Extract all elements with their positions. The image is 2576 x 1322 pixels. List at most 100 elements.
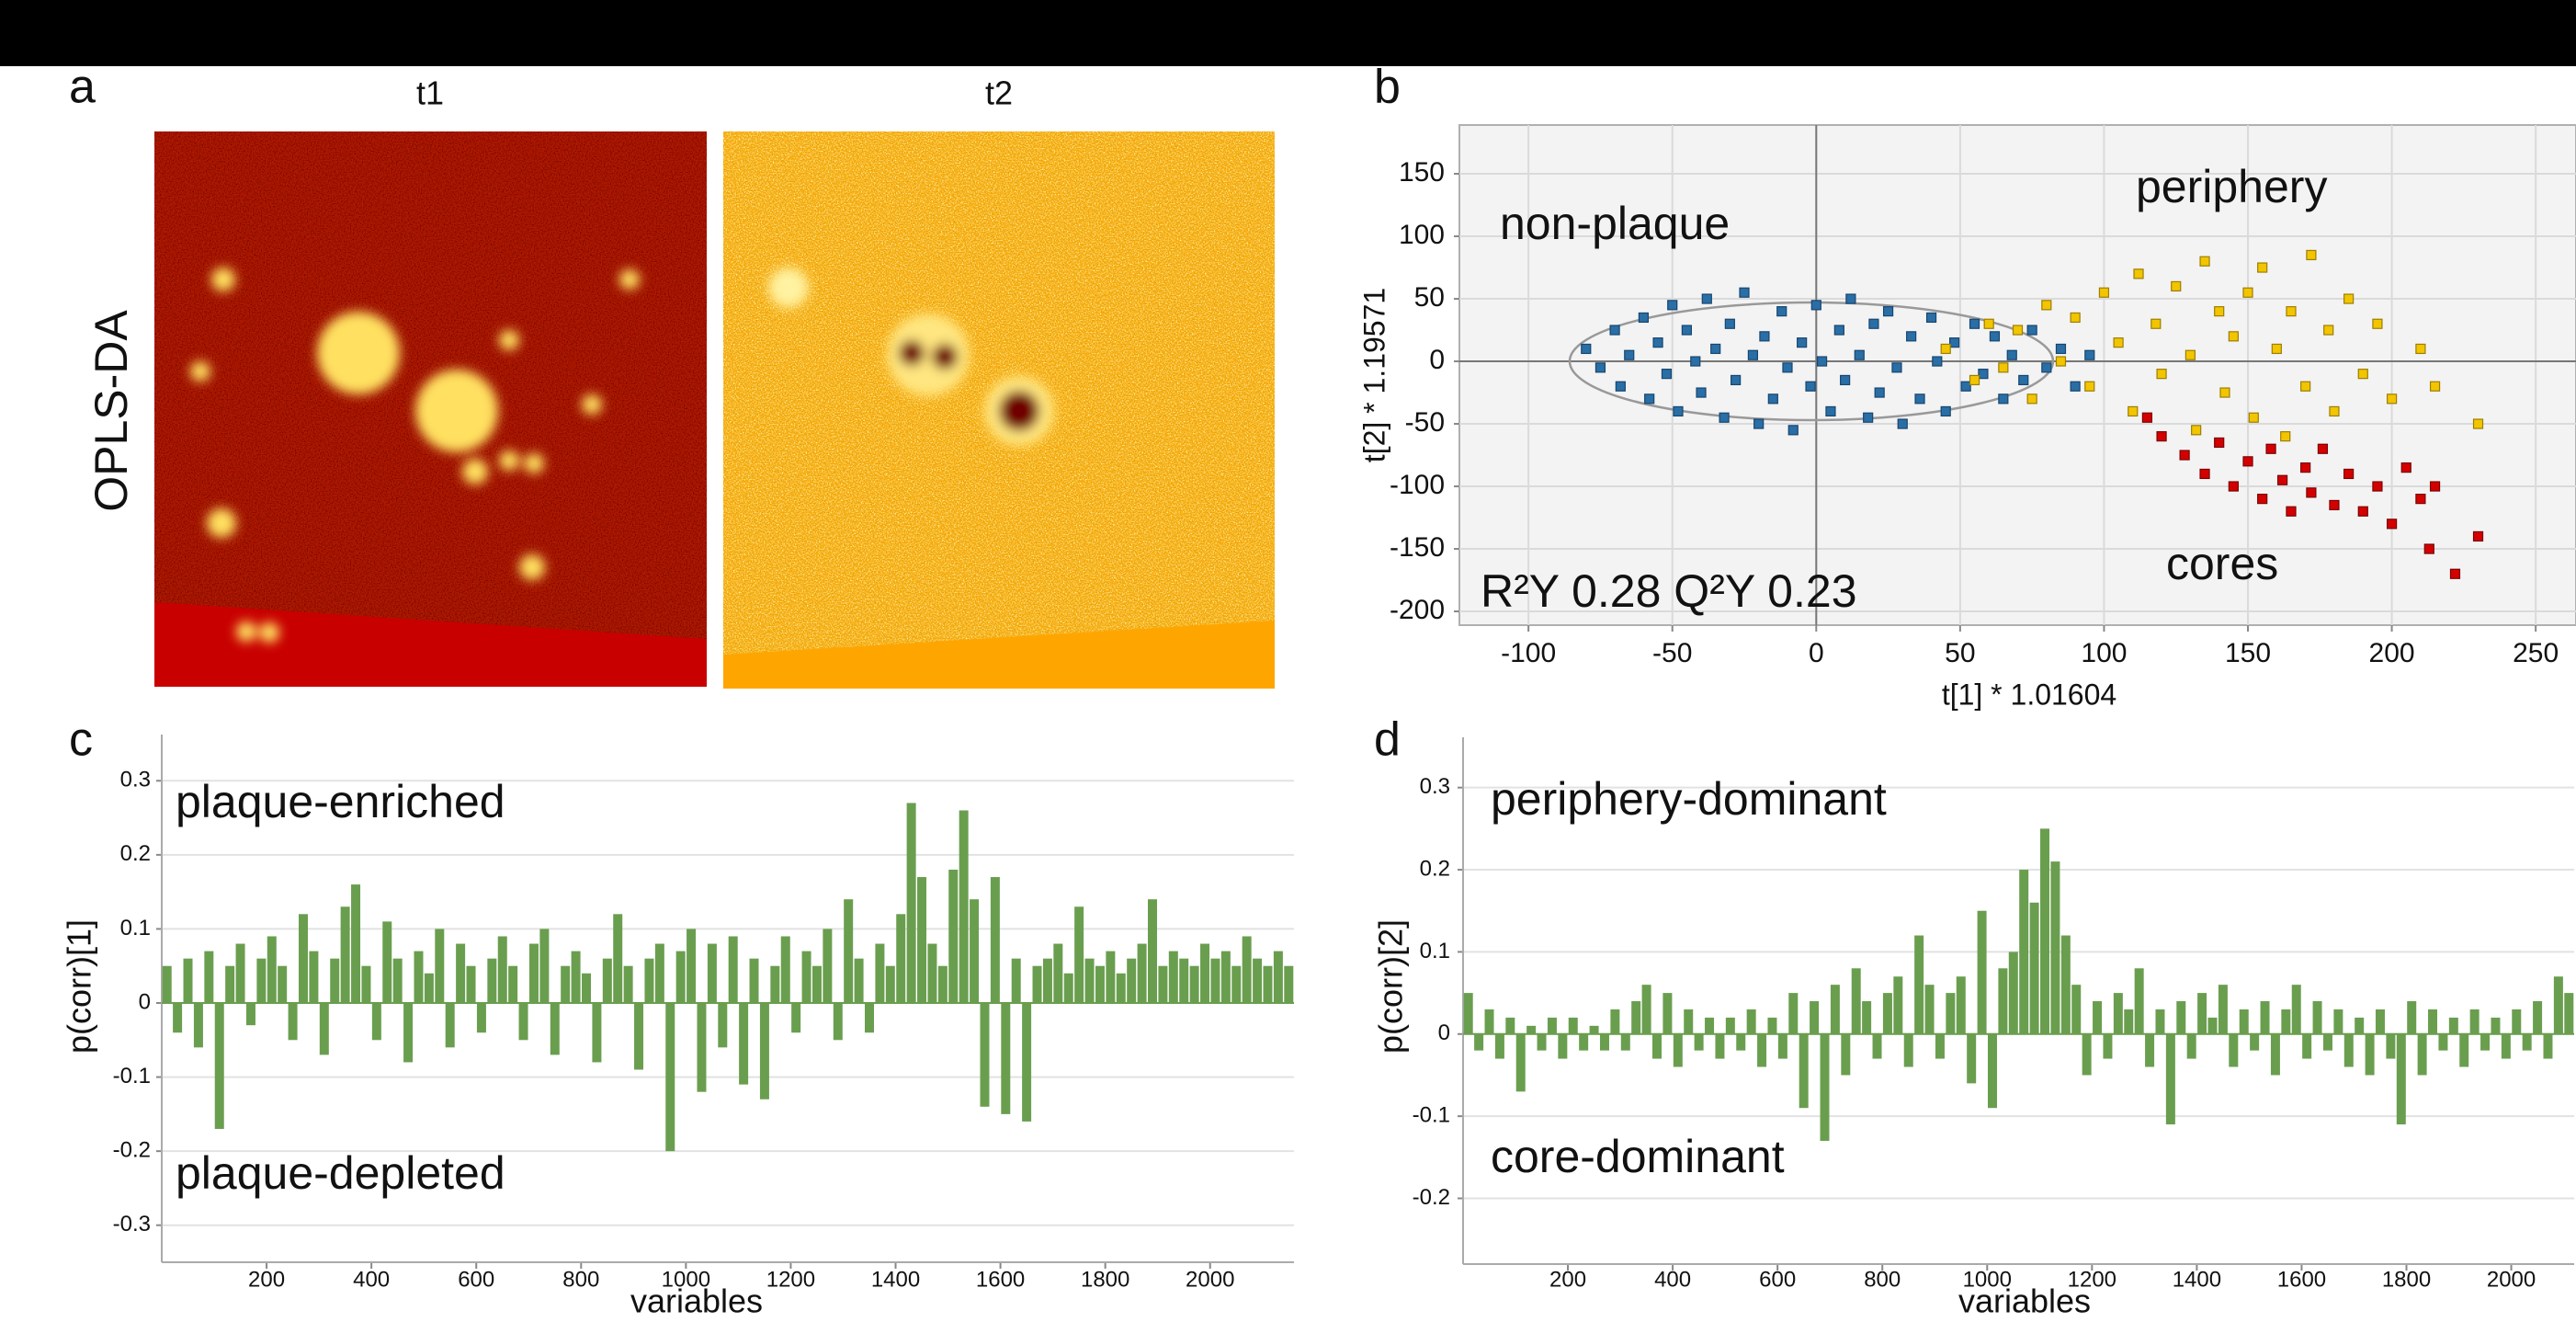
point: [1882, 306, 1894, 317]
y-tick-label: -0.1: [113, 1064, 151, 1088]
bar: [1946, 993, 1956, 1034]
bar: [424, 973, 434, 1003]
bar: [1579, 1033, 1589, 1051]
bar: [875, 943, 885, 1003]
y-tick-label: 0.3: [1420, 774, 1450, 799]
point: [2113, 337, 2124, 348]
x-axis-label: variables: [630, 1282, 763, 1320]
point: [1891, 362, 1902, 373]
bar: [392, 958, 403, 1003]
point: [2300, 462, 2311, 473]
bar: [2448, 1017, 2458, 1034]
point: [1787, 425, 1799, 436]
bar: [204, 951, 214, 1003]
x-tick-label: 1800: [2382, 1267, 2431, 1292]
x-tick-label: 100: [2081, 638, 2127, 668]
bar: [906, 803, 916, 1003]
bar: [2103, 1033, 2113, 1059]
bar: [1673, 1033, 1683, 1067]
point: [2372, 318, 2383, 329]
image-t2: [723, 131, 1275, 689]
point: [2386, 393, 2398, 405]
point: [1731, 374, 1742, 386]
x-axis-label: variables: [1958, 1282, 2091, 1320]
bar: [2291, 985, 2301, 1034]
bar: [2522, 1033, 2532, 1051]
image-title: t1: [416, 74, 444, 112]
bar: [1987, 1033, 1997, 1109]
point: [1989, 331, 2001, 342]
point: [2219, 387, 2230, 398]
point: [2329, 405, 2340, 417]
annotation: core-dominant: [1491, 1131, 1785, 1182]
bar: [2176, 1001, 2186, 1034]
y-tick-label: 0: [139, 989, 151, 1014]
bar: [2322, 1033, 2332, 1051]
bar: [1924, 985, 1935, 1034]
bar: [1841, 1033, 1851, 1076]
bar: [791, 1003, 801, 1033]
point: [2306, 249, 2317, 261]
bar: [654, 943, 664, 1003]
bar: [1074, 906, 1084, 1003]
bar: [2512, 1009, 2522, 1034]
bar: [225, 965, 235, 1003]
bar: [414, 951, 424, 1003]
bar: [508, 965, 518, 1003]
bar: [675, 951, 686, 1003]
y-tick-label: 0.2: [120, 841, 151, 866]
bar: [1220, 951, 1231, 1003]
x-tick-label: 1000: [1963, 1267, 2012, 1292]
point: [1825, 405, 1836, 417]
bar: [1882, 993, 1892, 1034]
point: [2026, 393, 2037, 405]
bar: [2543, 1033, 2553, 1059]
y-tick-label: -0.2: [113, 1137, 151, 1162]
bar: [1505, 1017, 1515, 1034]
bar: [1589, 1025, 1599, 1034]
point: [2271, 343, 2282, 355]
bar: [739, 1003, 749, 1085]
bar: [2071, 985, 2082, 1034]
bar: [1022, 1003, 1032, 1122]
point: [2357, 506, 2368, 517]
point: [1681, 325, 1692, 336]
point: [2055, 356, 2067, 367]
bar: [844, 899, 854, 1003]
bar: [2113, 993, 2123, 1034]
point: [2286, 506, 2297, 517]
point: [2070, 312, 2081, 324]
class-label: cores: [2166, 538, 2278, 589]
bar: [1263, 965, 1273, 1003]
bar: [1095, 965, 1105, 1003]
bar: [1053, 943, 1063, 1003]
point: [1609, 325, 1620, 336]
bar: [2060, 935, 2071, 1034]
bar: [2207, 1017, 2218, 1034]
bar: [2302, 1033, 2312, 1059]
bar: [2428, 1009, 2438, 1034]
point: [1624, 349, 1635, 360]
annotation: plaque-depleted: [176, 1147, 505, 1199]
y-tick-label: -100: [1390, 470, 1445, 500]
bar: [288, 1003, 298, 1041]
bar: [2480, 1033, 2491, 1051]
bar: [1168, 951, 1178, 1003]
point: [2400, 462, 2411, 473]
x-tick-label: 800: [562, 1267, 599, 1292]
bar: [2533, 1001, 2543, 1034]
point: [2191, 425, 2202, 436]
point: [1690, 356, 1701, 367]
bar: [865, 1003, 874, 1033]
bar: [2281, 1009, 2291, 1034]
point: [2372, 481, 2383, 492]
bar: [718, 1003, 728, 1048]
bar: [854, 958, 864, 1003]
point: [1940, 343, 1951, 355]
point: [2228, 331, 2239, 342]
bar: [2008, 952, 2018, 1034]
point: [2317, 443, 2329, 454]
bar: [592, 1003, 602, 1063]
point: [1652, 337, 1663, 348]
bar: [728, 936, 738, 1003]
